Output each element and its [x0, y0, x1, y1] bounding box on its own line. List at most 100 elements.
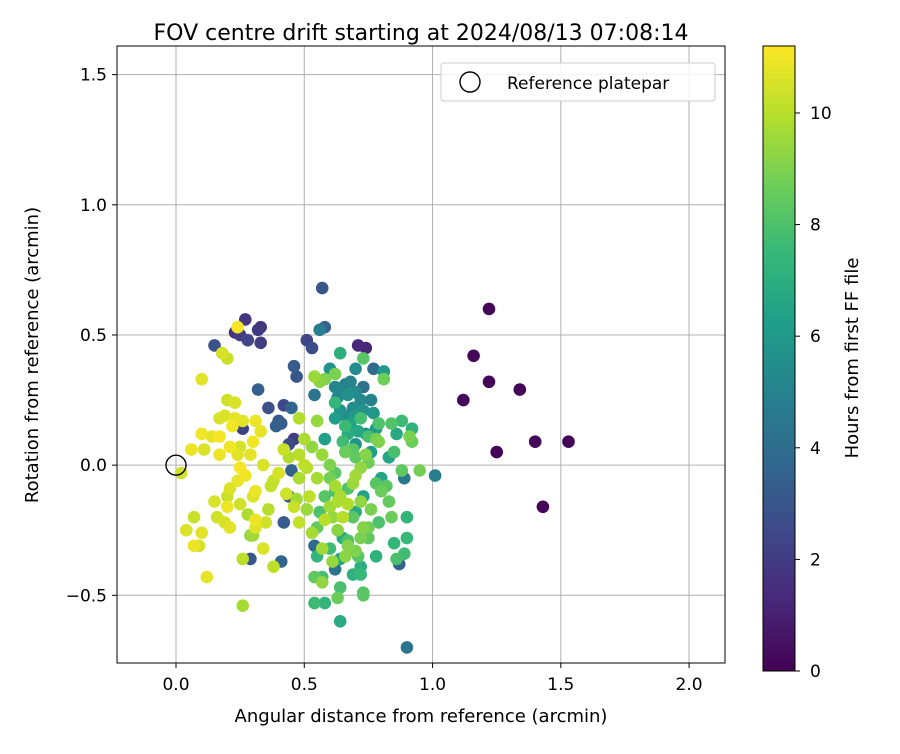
colorbar-tick-label: 6 [810, 327, 821, 347]
colorbar-tick-label: 4 [810, 439, 821, 459]
colorbar: 0 2 4 6 8 10 Hours from first FF file [762, 45, 863, 682]
data-point [215, 346, 229, 360]
data-point [349, 362, 362, 376]
data-point [298, 458, 311, 472]
data-point [308, 388, 321, 402]
data-point [403, 430, 416, 443]
data-point [328, 479, 342, 493]
data-point [528, 435, 542, 449]
data-point [251, 383, 265, 396]
data-point [318, 513, 332, 527]
data-point [387, 445, 401, 459]
data-point [328, 367, 342, 381]
data-point [315, 448, 329, 462]
data-points [174, 281, 575, 654]
colorbar-ticks: 0 2 4 6 8 10 [795, 104, 832, 682]
data-point [254, 425, 267, 438]
data-point [315, 576, 329, 589]
y-tick-label: −0.5 [66, 586, 107, 606]
x-axis-ticks: 0.0 0.5 1.0 1.5 2.0 [162, 663, 703, 695]
data-point [400, 510, 414, 524]
data-point [377, 372, 391, 386]
data-point [249, 414, 262, 428]
data-point [290, 370, 303, 383]
data-point [341, 539, 355, 553]
data-point [254, 336, 267, 350]
data-point [357, 352, 370, 365]
data-point [213, 430, 226, 443]
data-point [336, 510, 350, 524]
data-point [308, 370, 321, 383]
data-point [292, 412, 306, 425]
legend-open-circle-icon [459, 71, 481, 93]
data-point [536, 500, 550, 514]
data-point [395, 464, 409, 477]
data-point [354, 568, 368, 581]
data-point [241, 333, 255, 347]
data-point [239, 313, 252, 326]
data-point [310, 471, 324, 485]
colorbar-tick-label: 8 [810, 216, 821, 236]
data-point [369, 550, 383, 563]
data-point [395, 414, 409, 428]
y-tick-label: 1.0 [80, 196, 107, 216]
data-point [315, 542, 329, 555]
data-point [339, 419, 352, 433]
data-point [218, 409, 231, 423]
data-point [318, 432, 332, 446]
data-point [344, 375, 357, 389]
data-point [246, 435, 260, 449]
data-point [562, 435, 575, 449]
data-point [328, 412, 342, 425]
data-point [292, 471, 306, 485]
data-point [277, 516, 291, 529]
data-point [331, 591, 344, 605]
data-point [310, 414, 324, 428]
x-axis-label: Angular distance from reference (arcmin) [235, 706, 608, 727]
data-point [292, 516, 306, 529]
data-point [333, 346, 347, 360]
data-point [298, 432, 311, 446]
data-point [357, 521, 370, 534]
data-point [272, 466, 285, 480]
data-point [513, 383, 527, 396]
colorbar-tick-label: 0 [810, 662, 821, 682]
colorbar-tick-label: 2 [810, 550, 821, 570]
data-point [223, 482, 237, 495]
x-tick-label: 2.0 [676, 675, 703, 695]
data-point [372, 435, 386, 449]
data-point [236, 599, 249, 612]
data-point [180, 523, 193, 537]
data-point [367, 406, 380, 420]
data-point [333, 581, 347, 594]
data-point [346, 510, 360, 524]
reference-platepar-marker [165, 454, 187, 476]
data-point [187, 539, 201, 553]
legend: Reference platepar [440, 62, 716, 102]
data-point [267, 560, 280, 573]
data-point [467, 349, 480, 363]
data-point [305, 440, 319, 454]
y-axis-label: Rotation from reference (arcmin) [22, 207, 43, 503]
data-point [326, 555, 339, 568]
data-point [339, 445, 352, 459]
data-point [187, 510, 201, 524]
data-point [318, 596, 332, 610]
data-point [364, 393, 378, 407]
data-point [231, 448, 244, 462]
data-point [251, 323, 265, 337]
colorbar-label: Hours from first FF file [842, 258, 863, 459]
data-point [231, 320, 244, 334]
data-point [354, 495, 368, 508]
data-point [305, 526, 319, 540]
x-tick-label: 1.5 [547, 675, 574, 695]
reference-marker-layer [165, 454, 187, 476]
x-tick-label: 0.5 [291, 675, 318, 695]
data-point [280, 487, 293, 501]
data-point [372, 516, 386, 529]
data-point [195, 427, 208, 441]
legend-entry-label: Reference platepar [507, 74, 669, 94]
data-point [341, 497, 355, 511]
